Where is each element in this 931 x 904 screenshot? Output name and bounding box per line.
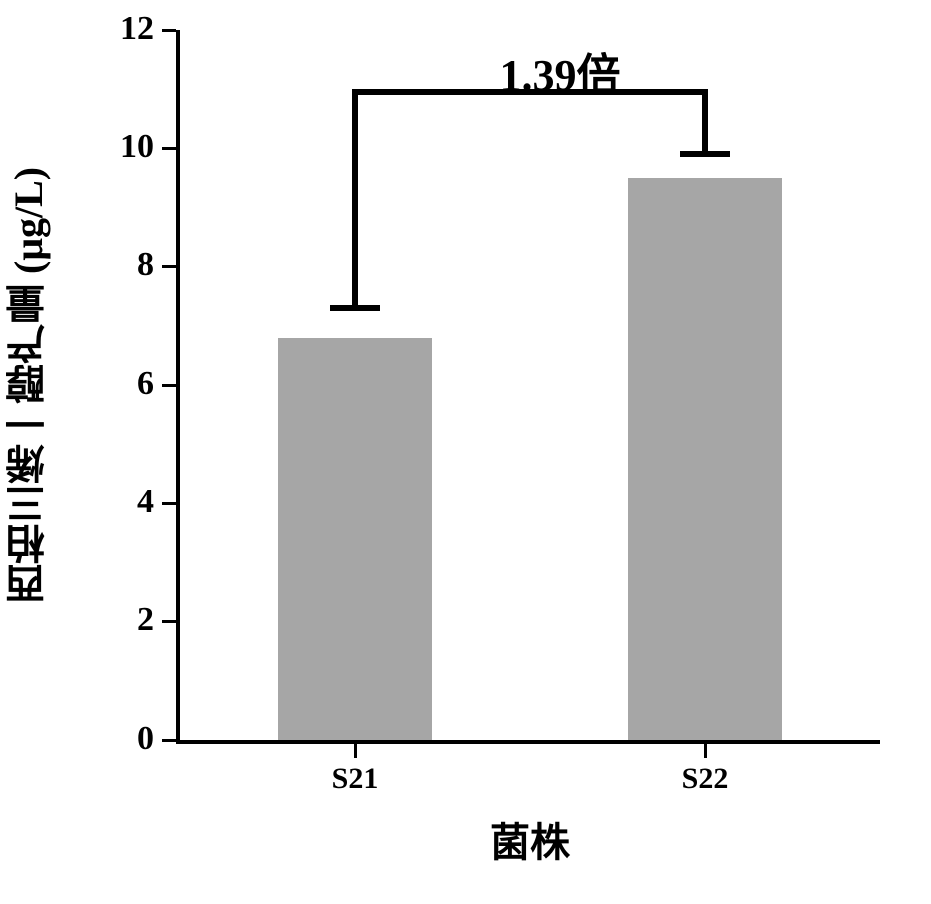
y-tick — [162, 265, 176, 268]
y-tick — [162, 147, 176, 150]
y-tick — [162, 620, 176, 623]
bracket-top — [352, 89, 708, 95]
y-tick-label: 10 — [84, 128, 154, 166]
y-tick-label: 2 — [84, 601, 154, 639]
bar — [278, 338, 432, 740]
bar — [628, 178, 782, 740]
x-axis-line — [176, 740, 880, 744]
y-axis-label: 西柏三烯一醇产量 (μg/L) — [8, 40, 50, 730]
x-axis-label: 菌株 — [180, 810, 880, 868]
y-tick-label: 4 — [84, 483, 154, 521]
bracket-right — [702, 89, 708, 157]
y-tick-label: 8 — [84, 246, 154, 284]
x-tick — [704, 744, 707, 758]
bar-chart: 西柏三烯一醇产量 (μg/L) 菌株 1.39倍 024681012S21S22 — [0, 0, 931, 904]
y-tick-label: 6 — [84, 365, 154, 403]
y-tick — [162, 502, 176, 505]
x-tick-label: S21 — [295, 762, 415, 796]
y-tick — [162, 384, 176, 387]
y-tick — [162, 29, 176, 32]
y-axis-line — [176, 30, 180, 744]
x-tick-label: S22 — [645, 762, 765, 796]
bracket-left — [352, 89, 358, 311]
bracket-left-cap — [330, 305, 380, 311]
y-tick — [162, 739, 176, 742]
bracket-right-cap — [680, 151, 730, 157]
y-tick-label: 0 — [84, 720, 154, 758]
x-tick — [354, 744, 357, 758]
y-tick-label: 12 — [84, 10, 154, 48]
